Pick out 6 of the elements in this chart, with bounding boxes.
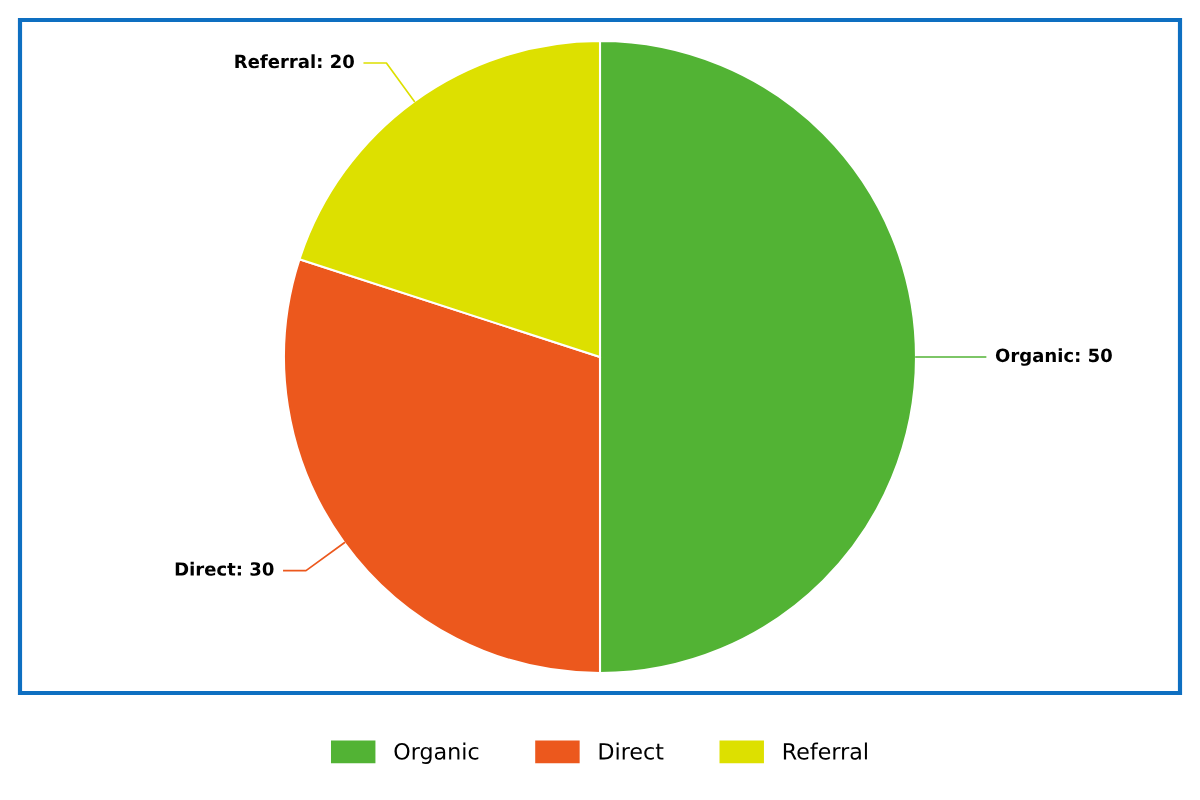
data-label: Direct: 30 xyxy=(175,561,274,576)
data-label: Referral: 20 xyxy=(235,54,354,69)
legend-label: Referral xyxy=(783,742,867,760)
data-label: Organic: 50 xyxy=(995,348,1112,366)
legend-label: Direct xyxy=(599,742,664,760)
legend-label: Organic xyxy=(394,742,479,764)
